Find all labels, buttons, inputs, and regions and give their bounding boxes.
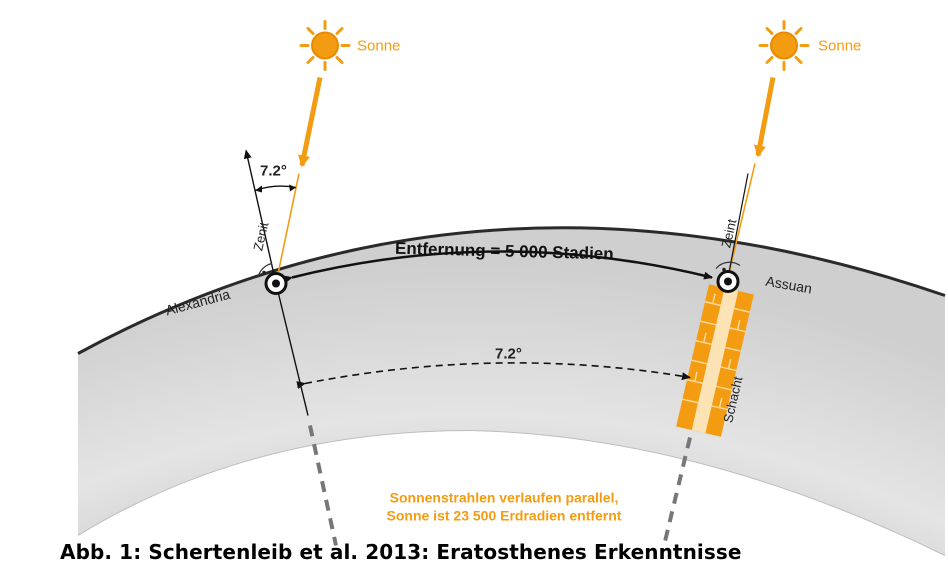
center-angle-arc — [296, 362, 691, 389]
assuan-point-icon — [716, 270, 740, 293]
note-line-1: Sonnenstrahlen verlaufen parallel, — [390, 490, 619, 506]
radius-dashed-left — [308, 425, 338, 546]
angle-top-label: 7.2° — [260, 163, 287, 180]
earth-surface-line — [77, 226, 946, 355]
sun-left-label: Sonne — [357, 38, 400, 55]
sun-ray-left — [298, 76, 323, 168]
zenit-line-left — [243, 149, 277, 284]
alexandria-point-icon — [264, 272, 288, 295]
right-angle-left — [257, 262, 273, 278]
right-angle-right — [715, 261, 741, 269]
sun-left-icon — [299, 20, 351, 71]
sun-ray-right — [753, 77, 776, 158]
figure-caption: Abb. 1: Schertenleib et al. 2013: Eratos… — [60, 540, 742, 564]
sun-ray-right-thin — [727, 163, 756, 278]
zenit-left-label: Zenit — [250, 220, 271, 252]
zenit-line-right — [727, 173, 749, 278]
zenit-right-label: Zeint — [718, 217, 739, 249]
radius-line-left — [275, 283, 309, 416]
note-line-2: Sonne ist 23 500 Erdradien entfernt — [387, 508, 622, 524]
shaft-icon — [676, 284, 754, 437]
assuan-label: Assuan — [764, 273, 813, 297]
sun-ray-left-thin — [275, 173, 300, 284]
sun-right-icon — [758, 20, 810, 71]
earth-crust-band — [78, 227, 945, 556]
earth-inner-edge — [77, 429, 946, 556]
angle-center-label: 7.2° — [495, 346, 522, 363]
distance-arrow — [283, 250, 713, 284]
sun-right-label: Sonne — [818, 38, 861, 55]
